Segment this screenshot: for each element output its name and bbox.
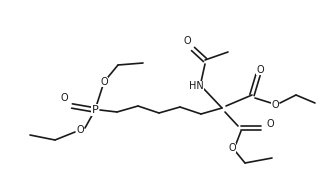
Text: O: O [60, 93, 68, 103]
Text: O: O [256, 65, 264, 75]
Text: O: O [228, 143, 236, 153]
Text: O: O [76, 125, 84, 135]
Text: P: P [91, 105, 98, 115]
Text: O: O [183, 36, 191, 46]
Text: HN: HN [189, 81, 204, 91]
Text: O: O [266, 119, 274, 129]
Text: O: O [271, 100, 279, 110]
Text: O: O [100, 77, 108, 87]
